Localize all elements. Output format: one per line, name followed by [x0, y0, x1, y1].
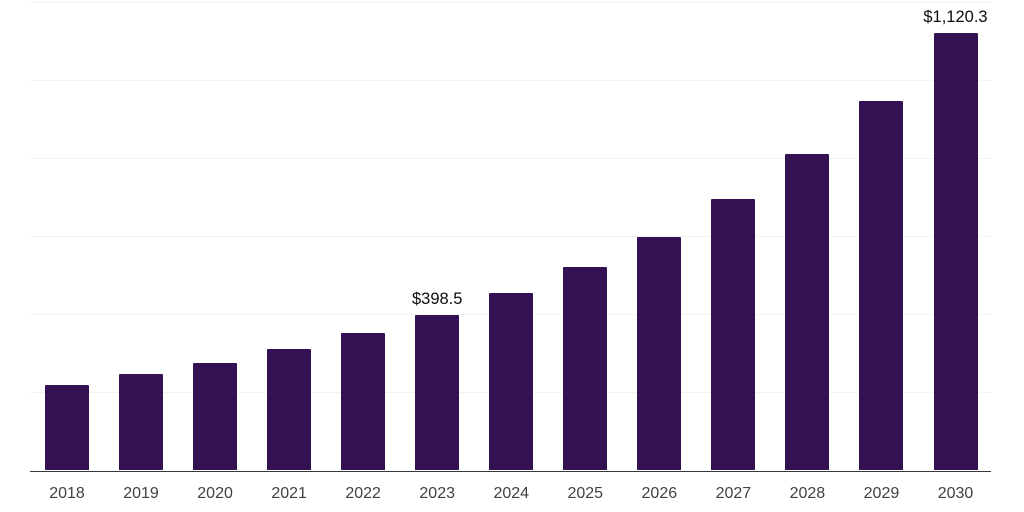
x-tick-2025: 2025 [567, 484, 604, 502]
bar-2029 [859, 101, 904, 471]
gridline-1000 [30, 80, 991, 82]
gridline-1200 [30, 2, 991, 3]
x-tick-2019: 2019 [123, 484, 159, 502]
data-label-2030: $1,120.3 [923, 8, 988, 27]
x-tick-2028: 2028 [789, 484, 826, 502]
bar-2019 [119, 374, 164, 471]
bar-2018 [45, 384, 89, 471]
x-tick-2020: 2020 [197, 484, 233, 502]
gridline-800 [30, 158, 991, 160]
bar-2030 [933, 33, 978, 471]
bar-2023 [415, 314, 460, 471]
x-tick-2021: 2021 [271, 484, 307, 502]
x-tick-2026: 2026 [641, 484, 678, 502]
x-tick-2024: 2024 [493, 484, 530, 502]
x-tick-2027: 2027 [715, 484, 752, 502]
bar-2024 [489, 292, 534, 471]
bar-2028 [785, 153, 830, 471]
bar-2025 [563, 267, 608, 471]
bar-2022 [341, 333, 386, 471]
data-label-2023: $398.5 [411, 289, 463, 308]
x-tick-2030: 2030 [937, 484, 974, 502]
x-tick-2022: 2022 [345, 484, 381, 502]
bar-2026 [637, 237, 682, 471]
gridline-600 [30, 236, 991, 238]
bar-2021 [267, 349, 312, 471]
bar-2020 [193, 363, 238, 471]
x-tick-2018: 2018 [49, 484, 85, 502]
x-tick-2029: 2029 [863, 484, 900, 502]
x-axis-line [30, 470, 991, 473]
x-tick-2023: 2023 [419, 484, 455, 502]
bar-2027 [711, 199, 756, 471]
